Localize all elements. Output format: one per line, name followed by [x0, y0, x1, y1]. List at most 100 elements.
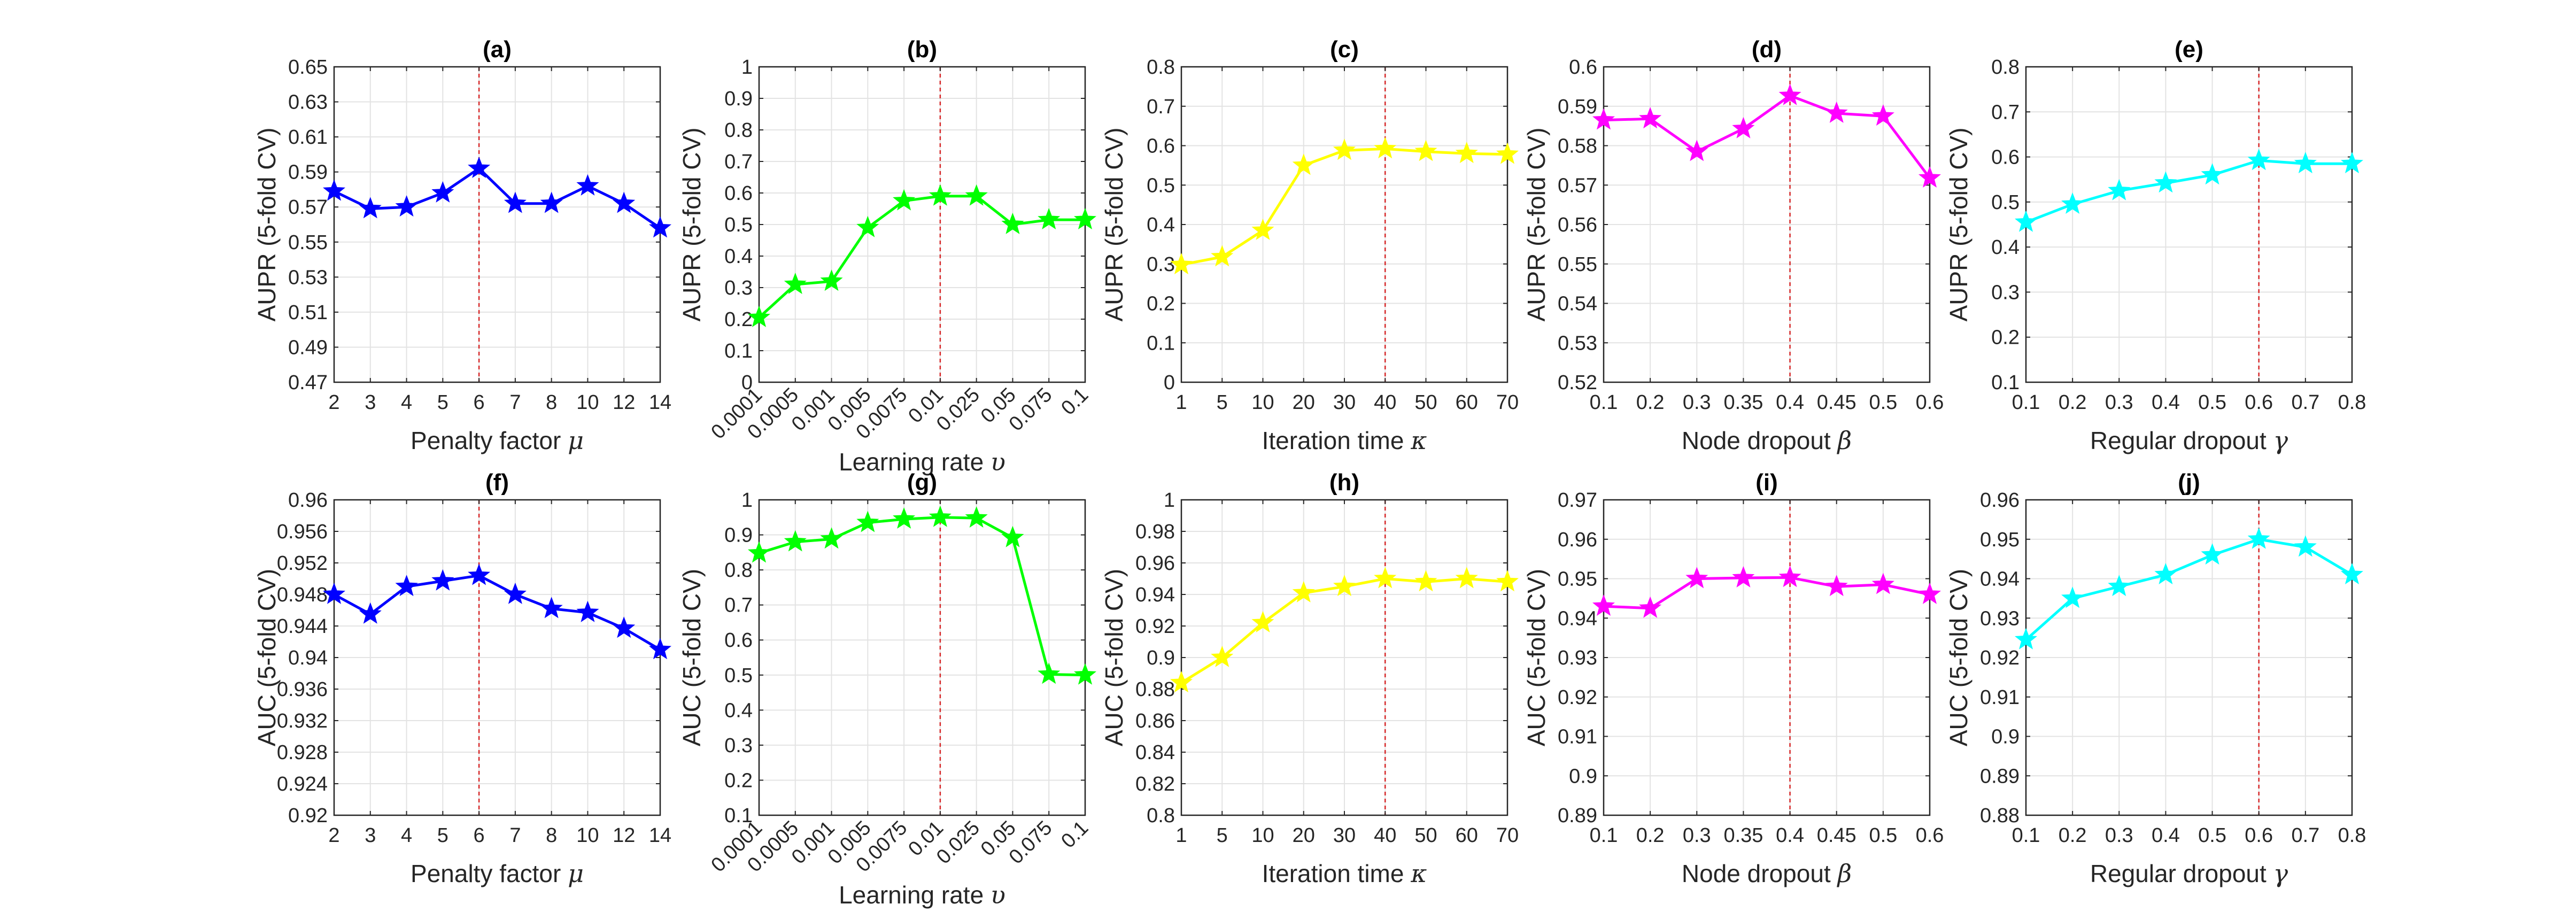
- y-tick-label: 0.96: [288, 489, 328, 512]
- y-tick-label: 0.84: [1135, 741, 1175, 764]
- y-tick-label: 0.4: [1991, 236, 2020, 259]
- series-line: [758, 195, 1085, 319]
- data-point-star: [2247, 527, 2270, 549]
- y-tick-label: 0.8: [1991, 56, 2020, 79]
- x-tick-label: 4: [401, 391, 412, 414]
- data-point-star: [1825, 575, 1848, 597]
- x-tick-label: 1: [1175, 824, 1187, 847]
- x-axis-label: Node dropout β: [1682, 859, 1852, 888]
- y-tick-label: 0.89: [1558, 805, 1597, 827]
- y-axis-label: AUC (5-fold CV): [1522, 569, 1550, 746]
- data-point-star: [1732, 566, 1755, 588]
- data-point-star: [893, 507, 916, 529]
- chart-panel-1: 0.47 0.49 0.51 0.53 0.55 0.57 0.59 0.61 0.63 0.65…: [253, 36, 671, 455]
- chart-title: (g): [907, 469, 937, 496]
- x-axis-label-text: Penalty factor: [411, 427, 561, 454]
- x-tick-label: 50: [1414, 391, 1437, 414]
- y-axis-label: AUPR (5-fold CV): [1522, 128, 1550, 322]
- data-point-star: [1374, 137, 1397, 159]
- x-axis-symbol: κ: [1410, 859, 1427, 888]
- data-point-star: [2014, 210, 2038, 232]
- x-tick-label: 0.8: [2338, 824, 2366, 847]
- data-point-star: [1778, 83, 1801, 105]
- x-tick-label: 5: [437, 824, 448, 847]
- data-point-star: [1871, 104, 1894, 126]
- y-tick-label: 0.9: [724, 524, 753, 547]
- x-axis-label-text: Learning rate: [839, 881, 984, 909]
- y-tick-label: 0.6: [724, 629, 753, 652]
- y-tick-label: 0.4: [724, 699, 753, 722]
- y-tick-label: 0.57: [288, 196, 328, 219]
- x-tick-label: 0.6: [1916, 391, 1944, 414]
- data-point-star: [431, 181, 454, 203]
- data-point-star: [2341, 562, 2363, 585]
- x-axis-label: Iteration time κ: [1262, 426, 1427, 455]
- x-tick-label: 0.3: [1683, 824, 1711, 847]
- data-point-star: [2154, 171, 2177, 193]
- y-tick-label: 0.956: [277, 521, 328, 543]
- y-tick-label: 0.91: [1980, 686, 2020, 709]
- chart-panel-7: 0.10.20.30.40.50.60.70.80.910.00010.0005…: [678, 469, 1097, 909]
- data-point-star: [1251, 610, 1274, 633]
- data-point-star: [1170, 671, 1193, 693]
- y-tick-label: 0.8: [724, 559, 753, 582]
- x-tick-label: 60: [1456, 391, 1478, 414]
- y-tick-label: 0.8: [1147, 805, 1175, 827]
- data-point-star: [747, 305, 771, 327]
- y-tick-label: 0.5: [1991, 191, 2020, 214]
- data-point-star: [540, 597, 563, 619]
- x-tick-label: 14: [649, 391, 671, 414]
- x-tick-label: 0.6: [2245, 824, 2273, 847]
- y-tick-label: 0.3: [1991, 281, 2020, 304]
- chart-title: (a): [483, 36, 512, 63]
- x-tick-label: 0.1: [1590, 391, 1618, 414]
- x-tick-label: 0.3: [2105, 824, 2133, 847]
- y-tick-label: 0.5: [724, 664, 753, 687]
- data-point-star: [395, 575, 418, 597]
- data-point-star: [1639, 107, 1662, 129]
- data-point-star: [1732, 117, 1755, 138]
- x-axis-label-text: Regular dropout: [2090, 860, 2266, 887]
- y-tick-label: 0.5: [724, 214, 753, 236]
- y-tick-label: 0: [741, 372, 753, 394]
- data-point-star: [1073, 207, 1097, 230]
- x-axis-label-text: Node dropout: [1682, 860, 1831, 887]
- x-tick-label: 40: [1374, 824, 1396, 847]
- x-tick-label: 0.5: [1869, 391, 1897, 414]
- y-tick-label: 0.54: [1558, 293, 1597, 315]
- chart-title: (f): [485, 469, 509, 496]
- x-tick-label: 12: [613, 824, 635, 847]
- y-tick-label: 0.952: [277, 552, 328, 575]
- y-tick-label: 0.88: [1135, 678, 1175, 701]
- series-line: [1603, 94, 1931, 179]
- chart-panel-8: 0.8 0.82 0.84 0.86 0.88 0.9 0.92 0.94 0.96 0.98 1 1…: [1100, 469, 1519, 888]
- y-tick-label: 0.2: [724, 769, 753, 792]
- x-tick-label: 70: [1496, 391, 1519, 414]
- y-tick-label: 0.88: [1980, 805, 2020, 827]
- chart-panel-5: 0.1 0.2 0.3 0.4 0.5 0.6 0.7 0.8 0.1 0.2 0.3 0.4 0.5 0…: [1945, 36, 2366, 455]
- x-tick-label: 10: [576, 824, 599, 847]
- x-tick-label: 0.3: [1683, 391, 1711, 414]
- y-axis-label: AUPR (5-fold CV): [678, 128, 706, 322]
- chart-panel-3: 0 0.1 0.2 0.3 0.4 0.5 0.6 0.7 0.8 1 5 10 20 30 40 50 60 7…: [1100, 36, 1519, 455]
- x-tick-label: 0.6: [1916, 824, 1944, 847]
- data-point-star: [2108, 575, 2131, 597]
- x-axis-symbol: β: [1836, 859, 1852, 888]
- x-tick-label: 20: [1293, 824, 1315, 847]
- y-tick-label: 0.89: [1980, 765, 2020, 787]
- x-axis-symbol: γ: [2273, 859, 2288, 888]
- y-tick-label: 0.98: [1135, 521, 1175, 543]
- x-tick-label: 3: [365, 391, 376, 414]
- x-axis-symbol: μ: [568, 426, 584, 455]
- x-axis-label: Iteration time κ: [1262, 859, 1427, 888]
- y-tick-label: 0.3: [724, 735, 753, 757]
- data-point-star: [1871, 573, 1894, 594]
- y-tick-label: 0.2: [724, 308, 753, 331]
- data-point-star: [856, 215, 879, 237]
- data-point-star: [1170, 253, 1193, 275]
- y-tick-label: 0.7: [1991, 101, 2020, 123]
- x-tick-label: 0.45: [1817, 824, 1856, 847]
- data-point-star: [1333, 575, 1356, 597]
- y-tick-label: 0.91: [1558, 726, 1597, 748]
- x-axis-label: Regular dropout γ: [2090, 426, 2288, 455]
